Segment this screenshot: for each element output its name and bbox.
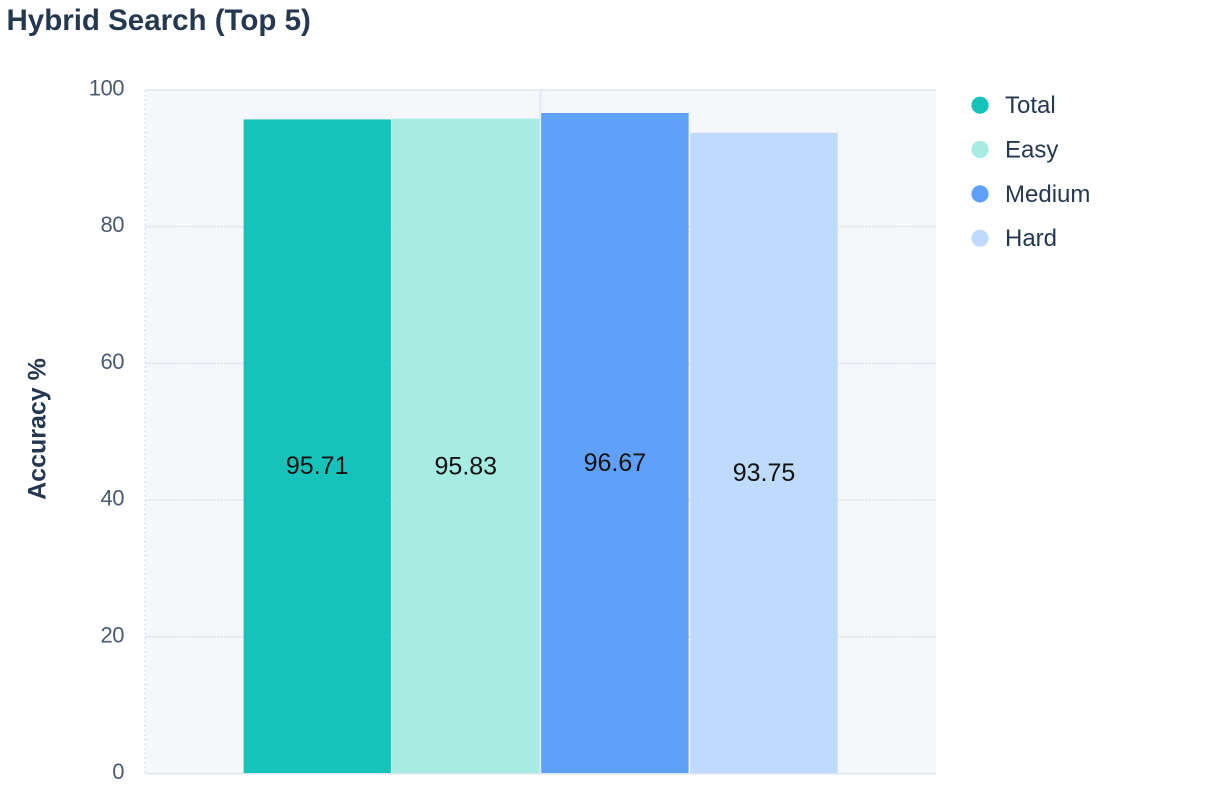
svg-text:96.67: 96.67 — [584, 449, 647, 477]
svg-text:60: 60 — [101, 349, 125, 374]
svg-text:0: 0 — [112, 759, 124, 784]
svg-text:Hybrid Search (Top 5): Hybrid Search (Top 5) — [7, 4, 311, 37]
svg-text:Medium: Medium — [1005, 181, 1090, 208]
svg-text:100: 100 — [89, 76, 124, 101]
svg-text:95.71: 95.71 — [286, 452, 349, 480]
svg-text:20: 20 — [101, 622, 125, 647]
svg-text:95.83: 95.83 — [435, 452, 498, 480]
svg-text:80: 80 — [101, 212, 125, 237]
svg-text:Hard: Hard — [1005, 225, 1057, 252]
svg-text:40: 40 — [101, 486, 125, 511]
svg-text:93.75: 93.75 — [733, 459, 796, 487]
svg-text:Accuracy %: Accuracy % — [24, 358, 52, 500]
svg-text:Total: Total — [1005, 92, 1056, 119]
svg-text:Easy: Easy — [1005, 137, 1058, 164]
